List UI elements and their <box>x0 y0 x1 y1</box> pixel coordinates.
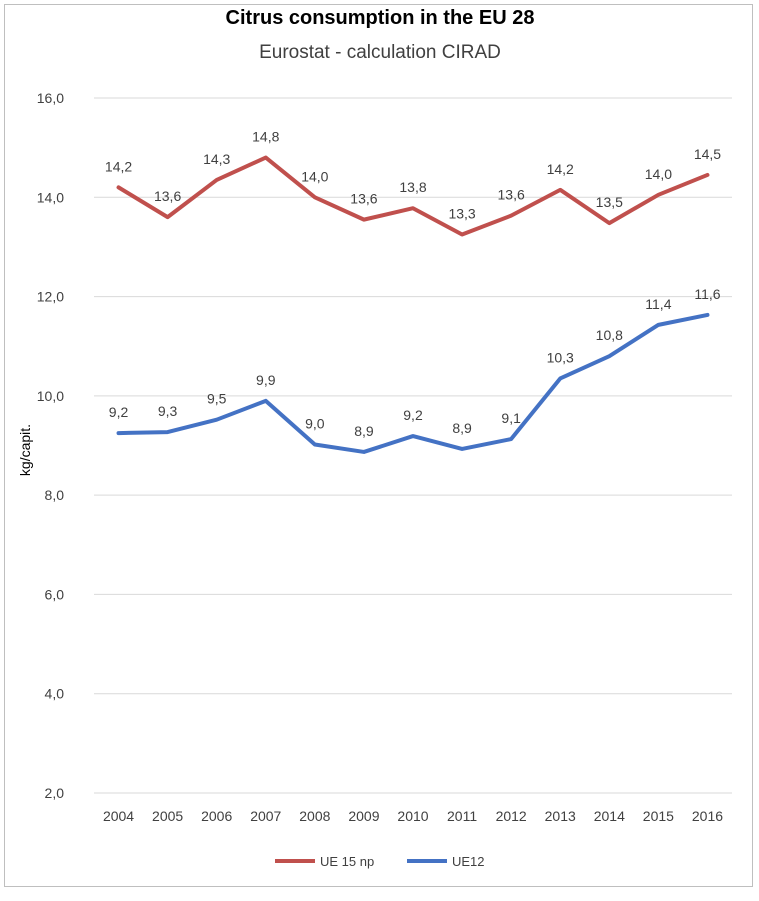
data-label: 14,0 <box>301 168 328 184</box>
data-label: 14,2 <box>105 158 132 174</box>
data-label: 13,5 <box>596 194 623 210</box>
data-label: 13,3 <box>448 206 475 222</box>
data-label: 9,2 <box>109 404 129 420</box>
data-label: 14,0 <box>645 166 672 182</box>
y-tick-label: 2,0 <box>45 785 65 801</box>
data-label: 14,8 <box>252 129 279 145</box>
x-tick-label: 2009 <box>348 808 379 824</box>
data-label: 14,2 <box>547 161 574 177</box>
y-tick-label: 16,0 <box>37 90 64 106</box>
series-line-ue15np <box>116 155 710 237</box>
data-label: 11,6 <box>694 286 720 302</box>
y-axis-title: kg/capit. <box>17 424 33 476</box>
data-labels: 14,2 13,6 14,3 14,8 14,0 13,6 13,8 13,3 13,6 14,2… <box>105 129 721 439</box>
data-label: 13,6 <box>154 188 181 204</box>
x-tick-label: 2016 <box>692 808 723 824</box>
legend-label: UE 15 np <box>320 854 374 869</box>
chart-title: Citrus consumption in the EU 28 <box>226 7 535 29</box>
y-tick-label: 12,0 <box>37 289 64 305</box>
x-tick-label: 2006 <box>201 808 232 824</box>
data-label: 8,9 <box>354 423 374 439</box>
x-tick-label: 2013 <box>545 808 576 824</box>
x-tick-label: 2012 <box>496 808 527 824</box>
data-label: 13,8 <box>399 179 426 195</box>
y-tick-label: 14,0 <box>37 189 64 205</box>
data-label: 10,8 <box>596 327 623 343</box>
data-label: 13,6 <box>498 187 525 203</box>
data-label: 9,1 <box>501 410 521 426</box>
series-lines <box>116 155 710 454</box>
x-tick-label: 2005 <box>152 808 183 824</box>
data-label: 9,5 <box>207 391 227 407</box>
gridlines <box>94 97 732 794</box>
data-label: 11,4 <box>645 296 671 312</box>
x-tick-label: 2014 <box>594 808 625 824</box>
data-label: 9,0 <box>305 416 325 432</box>
x-tick-label: 2004 <box>103 808 134 824</box>
data-label: 9,3 <box>158 403 178 419</box>
data-label: 10,3 <box>547 349 574 365</box>
legend: UE 15 np UE12 <box>275 854 485 869</box>
y-axis-ticks: 2,0 4,0 6,0 8,0 10,0 12,0 14,0 16,0 <box>37 90 64 801</box>
data-label: 9,2 <box>403 407 423 423</box>
y-tick-label: 4,0 <box>45 686 65 702</box>
x-tick-label: 2008 <box>299 808 330 824</box>
data-label: 14,5 <box>694 146 721 162</box>
y-tick-label: 10,0 <box>37 388 64 404</box>
data-label: 13,6 <box>350 191 377 207</box>
series-line-ue12 <box>116 312 710 454</box>
x-tick-label: 2011 <box>447 808 477 824</box>
data-label: 14,3 <box>203 151 230 167</box>
y-tick-label: 6,0 <box>45 586 65 602</box>
legend-label: UE12 <box>452 854 485 869</box>
line-chart: Citrus consumption in the EU 28 Eurostat… <box>17 7 732 869</box>
data-label: 9,9 <box>256 372 276 388</box>
data-label: 8,9 <box>452 420 472 436</box>
x-axis-ticks: 2004 2005 2006 2007 2008 2009 2010 2011 2012 2013… <box>103 808 723 824</box>
x-tick-label: 2015 <box>643 808 674 824</box>
chart-subtitle: Eurostat - calculation CIRAD <box>259 42 501 63</box>
x-tick-label: 2010 <box>397 808 428 824</box>
y-tick-label: 8,0 <box>45 487 65 503</box>
chart-frame: Citrus consumption in the EU 28 Eurostat… <box>4 4 753 887</box>
x-tick-label: 2007 <box>250 808 281 824</box>
